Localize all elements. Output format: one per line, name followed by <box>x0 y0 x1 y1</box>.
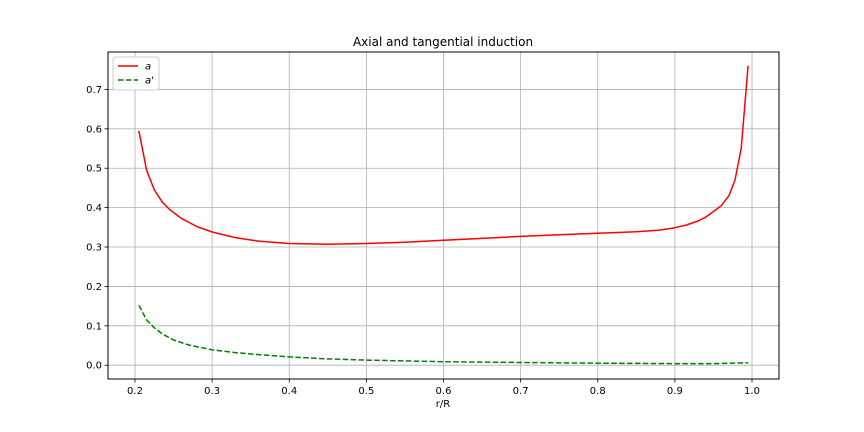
y-tick-label: 0.2 <box>86 282 102 293</box>
series-layer <box>138 65 749 365</box>
x-tick-label: 0.3 <box>204 386 220 397</box>
y-tick-label: 0.1 <box>86 321 102 332</box>
chart-title: Axial and tangential induction <box>353 35 533 49</box>
y-tick-label: 0.6 <box>86 124 102 135</box>
x-tick-label: 0.8 <box>590 386 606 397</box>
x-tick-label: 0.5 <box>358 386 374 397</box>
series-line-a <box>138 65 749 246</box>
y-tick-label: 0.7 <box>86 85 102 96</box>
x-axis-label: r/R <box>436 399 450 410</box>
legend: a a' <box>112 56 160 91</box>
series-line-a-prime <box>138 304 749 365</box>
x-tick-label: 0.6 <box>436 386 452 397</box>
y-tick-label: 0.0 <box>86 361 102 372</box>
legend-label-a: a <box>145 62 151 73</box>
y-tick-label: 0.4 <box>86 203 102 214</box>
x-tick-label: 1.0 <box>744 386 760 397</box>
x-tick-label: 0.9 <box>667 386 683 397</box>
legend-label-a-prime: a' <box>145 76 154 87</box>
x-axis: 0.2 0.3 0.4 0.5 0.6 0.7 0.8 0.9 1.0 <box>127 379 760 397</box>
y-tick-label: 0.5 <box>86 164 102 175</box>
x-tick-label: 0.7 <box>513 386 529 397</box>
y-tick-label: 0.3 <box>86 243 102 254</box>
y-axis: 0.0 0.1 0.2 0.3 0.4 0.5 0.6 0.7 <box>86 85 108 372</box>
grid <box>108 52 779 379</box>
x-tick-label: 0.4 <box>281 386 297 397</box>
x-tick-label: 0.2 <box>127 386 143 397</box>
